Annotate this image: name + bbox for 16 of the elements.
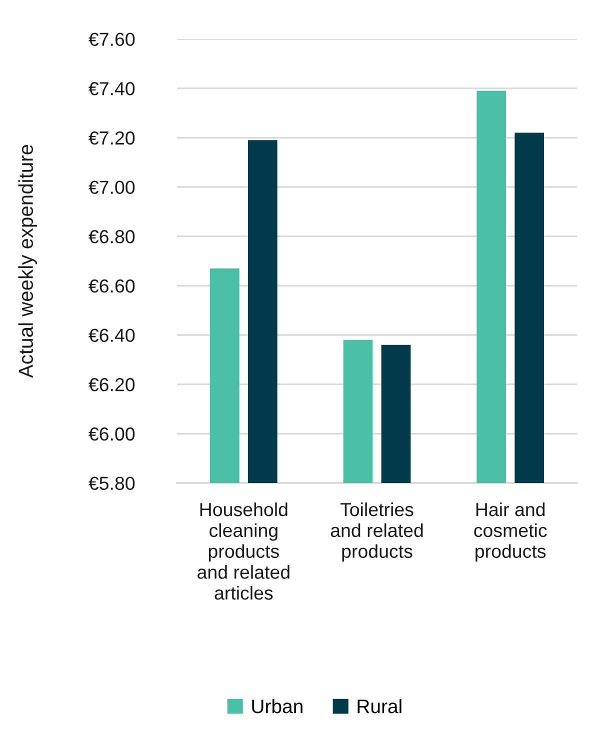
- legend-label: Rural: [358, 698, 402, 714]
- y-tick-label: €6.80: [88, 230, 135, 244]
- y-tick-label: €5.80: [88, 476, 135, 490]
- legend-label: Urban: [252, 698, 302, 714]
- y-tick-label: €7.00: [88, 180, 135, 194]
- y-tick-label: €7.60: [88, 32, 135, 46]
- y-tick-label: €7.20: [88, 131, 135, 145]
- x-tick-label: Toiletries and related products: [330, 502, 423, 562]
- y-tick-label: €6.60: [88, 279, 135, 293]
- y-tick-label: €6.00: [88, 427, 135, 441]
- x-tick-label: Hair and cosmetic products: [474, 502, 547, 562]
- y-axis-title: Actual weekly expenditure: [18, 144, 37, 378]
- x-tick-label: Household cleaning products and related articles: [198, 502, 290, 600]
- y-tick-label: €7.40: [88, 82, 135, 96]
- y-tick-label: €6.40: [88, 328, 135, 342]
- y-tick-label: €6.20: [88, 378, 135, 392]
